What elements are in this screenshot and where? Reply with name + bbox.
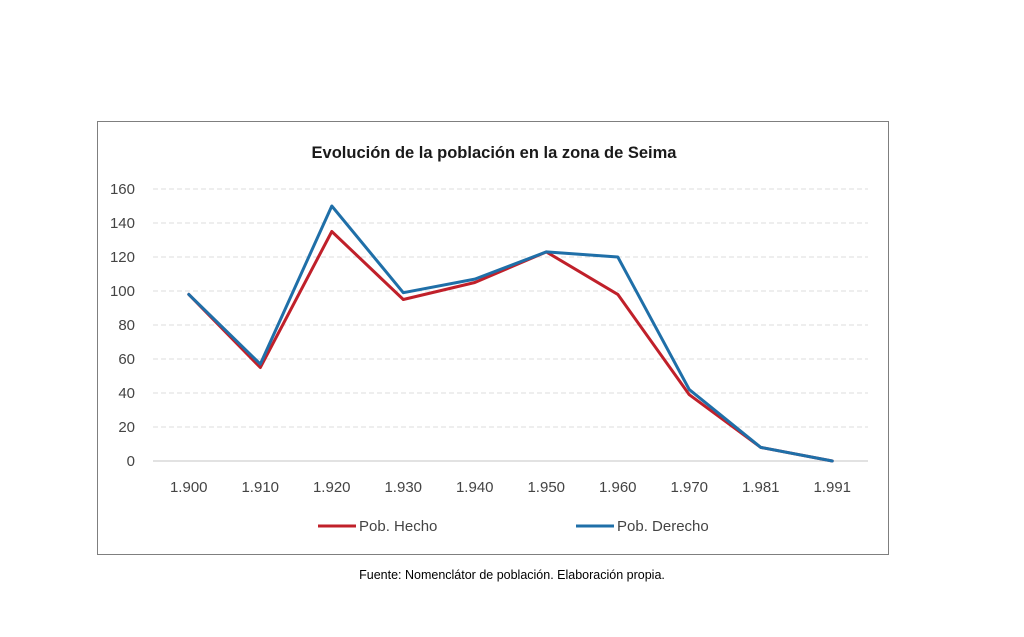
source-note: Fuente: Nomenclátor de población. Elabor… bbox=[359, 568, 665, 582]
gridlines bbox=[153, 188, 868, 462]
y-tick-label: 120 bbox=[110, 249, 135, 266]
series-line-pob-hecho bbox=[187, 230, 834, 463]
y-tick-label: 20 bbox=[118, 419, 135, 436]
y-tick-label: 0 bbox=[127, 453, 135, 470]
x-tick-label: 1.991 bbox=[813, 479, 851, 496]
x-tick-label: 1.960 bbox=[599, 479, 637, 496]
y-tick-label: 160 bbox=[110, 181, 135, 198]
x-tick-label: 1.930 bbox=[384, 479, 422, 496]
legend: Pob. Hecho Pob. Derecho bbox=[318, 518, 709, 535]
x-tick-label: 1.970 bbox=[670, 479, 708, 496]
x-tick-label: 1.910 bbox=[241, 479, 279, 496]
chart-frame: 0 20 40 60 80 100 120 140 160 1.900 1.910 1.920 1.9… bbox=[97, 121, 889, 555]
series-line-pob-derecho bbox=[187, 204, 834, 463]
legend-label-pob-hecho: Pob. Hecho bbox=[359, 518, 437, 535]
x-tick-label: 1.950 bbox=[527, 479, 565, 496]
x-axis-tick-labels: 1.900 1.910 1.920 1.930 1.940 1.950 1.960 1.970… bbox=[170, 479, 851, 496]
y-tick-label: 140 bbox=[110, 215, 135, 232]
y-axis-tick-labels: 0 20 40 60 80 100 120 140 160 bbox=[110, 181, 135, 470]
y-tick-label: 60 bbox=[118, 351, 135, 368]
x-tick-label: 1.920 bbox=[313, 479, 351, 496]
x-tick-label: 1.981 bbox=[742, 479, 780, 496]
y-tick-label: 80 bbox=[118, 317, 135, 334]
chart-title: Evolución de la población en la zona de … bbox=[311, 144, 677, 162]
x-tick-label: 1.940 bbox=[456, 479, 494, 496]
series-lines bbox=[187, 204, 834, 463]
y-tick-label: 100 bbox=[110, 283, 135, 300]
y-tick-label: 40 bbox=[118, 385, 135, 402]
legend-label-pob-derecho: Pob. Derecho bbox=[617, 518, 709, 535]
x-tick-label: 1.900 bbox=[170, 479, 208, 496]
